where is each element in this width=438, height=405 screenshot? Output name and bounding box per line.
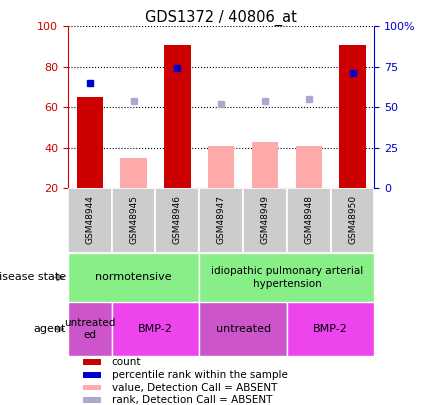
Bar: [120, 158, 147, 188]
Bar: [83, 397, 101, 403]
Bar: [252, 142, 278, 188]
Bar: [68, 253, 199, 302]
Bar: [243, 188, 287, 253]
Text: GSM48948: GSM48948: [304, 195, 313, 244]
Text: idiopathic pulmonary arterial
hypertension: idiopathic pulmonary arterial hypertensi…: [211, 266, 363, 289]
Text: percentile rank within the sample: percentile rank within the sample: [112, 370, 288, 380]
Bar: [331, 188, 374, 253]
Bar: [68, 188, 112, 253]
Bar: [287, 302, 374, 356]
Bar: [199, 253, 374, 302]
Text: GSM48944: GSM48944: [85, 195, 94, 244]
Text: rank, Detection Call = ABSENT: rank, Detection Call = ABSENT: [112, 395, 272, 405]
Bar: [68, 302, 112, 356]
Text: GSM48947: GSM48947: [217, 195, 226, 244]
Bar: [296, 146, 322, 188]
Text: GSM48946: GSM48946: [173, 195, 182, 244]
Text: untreated
ed: untreated ed: [64, 318, 116, 340]
Text: normotensive: normotensive: [95, 273, 172, 282]
Bar: [83, 385, 101, 390]
Text: GSM48950: GSM48950: [348, 195, 357, 244]
Bar: [77, 97, 103, 188]
Text: BMP-2: BMP-2: [138, 324, 173, 334]
Bar: [208, 146, 234, 188]
Text: GSM48949: GSM48949: [261, 195, 269, 244]
Text: disease state: disease state: [0, 273, 66, 282]
Bar: [199, 188, 243, 253]
Bar: [83, 359, 101, 365]
Text: BMP-2: BMP-2: [313, 324, 348, 334]
Text: value, Detection Call = ABSENT: value, Detection Call = ABSENT: [112, 382, 277, 392]
Text: count: count: [112, 357, 141, 367]
Bar: [155, 188, 199, 253]
Bar: [112, 302, 199, 356]
Bar: [112, 188, 155, 253]
Bar: [164, 45, 191, 188]
Text: GSM48945: GSM48945: [129, 195, 138, 244]
Bar: [83, 372, 101, 378]
Text: agent: agent: [33, 324, 66, 334]
Text: untreated: untreated: [215, 324, 271, 334]
Title: GDS1372 / 40806_at: GDS1372 / 40806_at: [145, 10, 297, 26]
Bar: [339, 45, 366, 188]
Bar: [287, 188, 331, 253]
Bar: [199, 302, 287, 356]
